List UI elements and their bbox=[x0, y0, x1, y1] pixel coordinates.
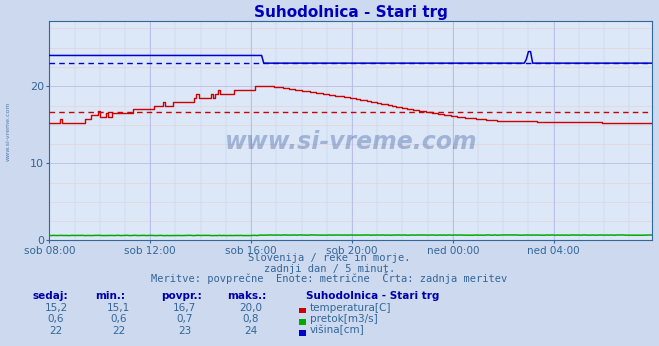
Text: zadnji dan / 5 minut.: zadnji dan / 5 minut. bbox=[264, 264, 395, 274]
Text: 24: 24 bbox=[244, 326, 257, 336]
Text: min.:: min.: bbox=[96, 291, 126, 301]
Text: 0,6: 0,6 bbox=[47, 315, 65, 325]
Text: 20,0: 20,0 bbox=[239, 303, 262, 313]
Text: 15,1: 15,1 bbox=[107, 303, 130, 313]
Text: povpr.:: povpr.: bbox=[161, 291, 202, 301]
Text: 15,2: 15,2 bbox=[44, 303, 68, 313]
Text: maks.:: maks.: bbox=[227, 291, 267, 301]
Text: 0,6: 0,6 bbox=[110, 315, 127, 325]
Text: 23: 23 bbox=[178, 326, 191, 336]
Text: 0,7: 0,7 bbox=[176, 315, 193, 325]
Text: temperatura[C]: temperatura[C] bbox=[310, 303, 391, 313]
Text: Slovenija / reke in morje.: Slovenija / reke in morje. bbox=[248, 253, 411, 263]
Text: 22: 22 bbox=[49, 326, 63, 336]
Text: Suhodolnica - Stari trg: Suhodolnica - Stari trg bbox=[306, 291, 440, 301]
Text: 16,7: 16,7 bbox=[173, 303, 196, 313]
Text: Meritve: povprečne  Enote: metrične  Črta: zadnja meritev: Meritve: povprečne Enote: metrične Črta:… bbox=[152, 272, 507, 284]
Text: www.si-vreme.com: www.si-vreme.com bbox=[225, 130, 477, 154]
Text: 0,8: 0,8 bbox=[242, 315, 259, 325]
Text: višina[cm]: višina[cm] bbox=[310, 325, 364, 336]
Text: www.si-vreme.com: www.si-vreme.com bbox=[6, 102, 11, 161]
Title: Suhodolnica - Stari trg: Suhodolnica - Stari trg bbox=[254, 4, 448, 20]
Text: pretok[m3/s]: pretok[m3/s] bbox=[310, 315, 378, 325]
Text: 22: 22 bbox=[112, 326, 125, 336]
Text: sedaj:: sedaj: bbox=[33, 291, 69, 301]
